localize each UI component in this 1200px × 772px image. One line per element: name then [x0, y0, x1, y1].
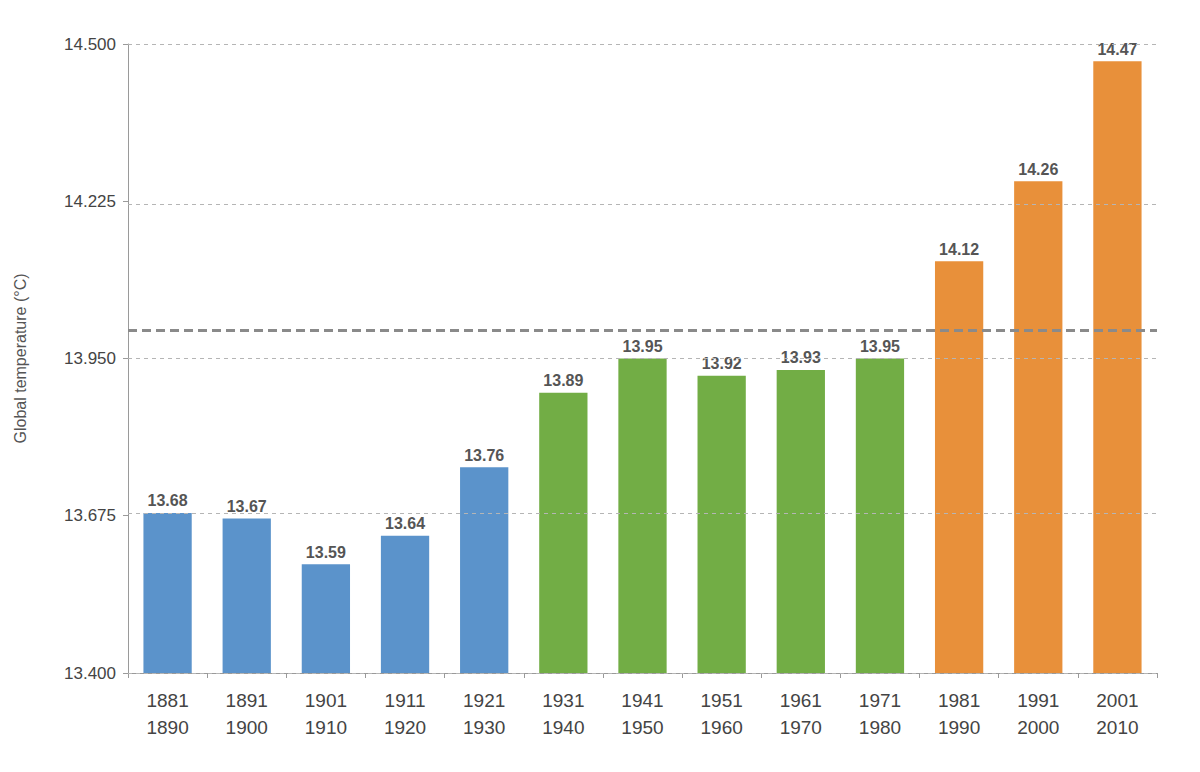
- svg-text:Global temperature (°C): Global temperature (°C): [12, 273, 29, 443]
- svg-text:1930: 1930: [463, 717, 505, 738]
- svg-text:14.47: 14.47: [1097, 41, 1137, 58]
- svg-text:1980: 1980: [859, 717, 901, 738]
- svg-text:13.950: 13.950: [64, 349, 116, 368]
- svg-text:1960: 1960: [701, 717, 743, 738]
- svg-text:1971: 1971: [859, 690, 901, 711]
- svg-text:1950: 1950: [621, 717, 663, 738]
- svg-text:13.95: 13.95: [860, 338, 900, 355]
- svg-text:14.225: 14.225: [64, 192, 116, 211]
- svg-text:1890: 1890: [146, 717, 188, 738]
- svg-text:14.12: 14.12: [939, 241, 979, 258]
- svg-text:2010: 2010: [1096, 717, 1138, 738]
- svg-text:13.59: 13.59: [306, 544, 346, 561]
- svg-text:13.400: 13.400: [64, 664, 116, 683]
- svg-text:1961: 1961: [780, 690, 822, 711]
- svg-text:13.93: 13.93: [781, 349, 821, 366]
- svg-text:13.67: 13.67: [227, 498, 267, 515]
- svg-text:14.26: 14.26: [1018, 161, 1058, 178]
- svg-text:1891: 1891: [226, 690, 268, 711]
- svg-text:14.500: 14.500: [64, 35, 116, 54]
- svg-text:13.64: 13.64: [385, 515, 425, 532]
- svg-text:1910: 1910: [305, 717, 347, 738]
- svg-text:13.68: 13.68: [148, 492, 188, 509]
- svg-text:1900: 1900: [226, 717, 268, 738]
- svg-text:2001: 2001: [1096, 690, 1138, 711]
- svg-text:13.95: 13.95: [622, 338, 662, 355]
- svg-text:1931: 1931: [542, 690, 584, 711]
- svg-text:13.76: 13.76: [464, 447, 504, 464]
- svg-text:1920: 1920: [384, 717, 426, 738]
- svg-text:1901: 1901: [305, 690, 347, 711]
- svg-text:1981: 1981: [938, 690, 980, 711]
- svg-text:13.675: 13.675: [64, 506, 116, 525]
- svg-text:1970: 1970: [780, 717, 822, 738]
- svg-text:1940: 1940: [542, 717, 584, 738]
- svg-text:2000: 2000: [1017, 717, 1059, 738]
- svg-text:1941: 1941: [621, 690, 663, 711]
- svg-text:13.92: 13.92: [702, 355, 742, 372]
- svg-text:1951: 1951: [701, 690, 743, 711]
- svg-text:1990: 1990: [938, 717, 980, 738]
- svg-text:1911: 1911: [385, 690, 426, 711]
- svg-text:1921: 1921: [463, 690, 505, 711]
- svg-text:1991: 1991: [1017, 690, 1059, 711]
- svg-text:1881: 1881: [146, 690, 188, 711]
- svg-text:13.89: 13.89: [543, 372, 583, 389]
